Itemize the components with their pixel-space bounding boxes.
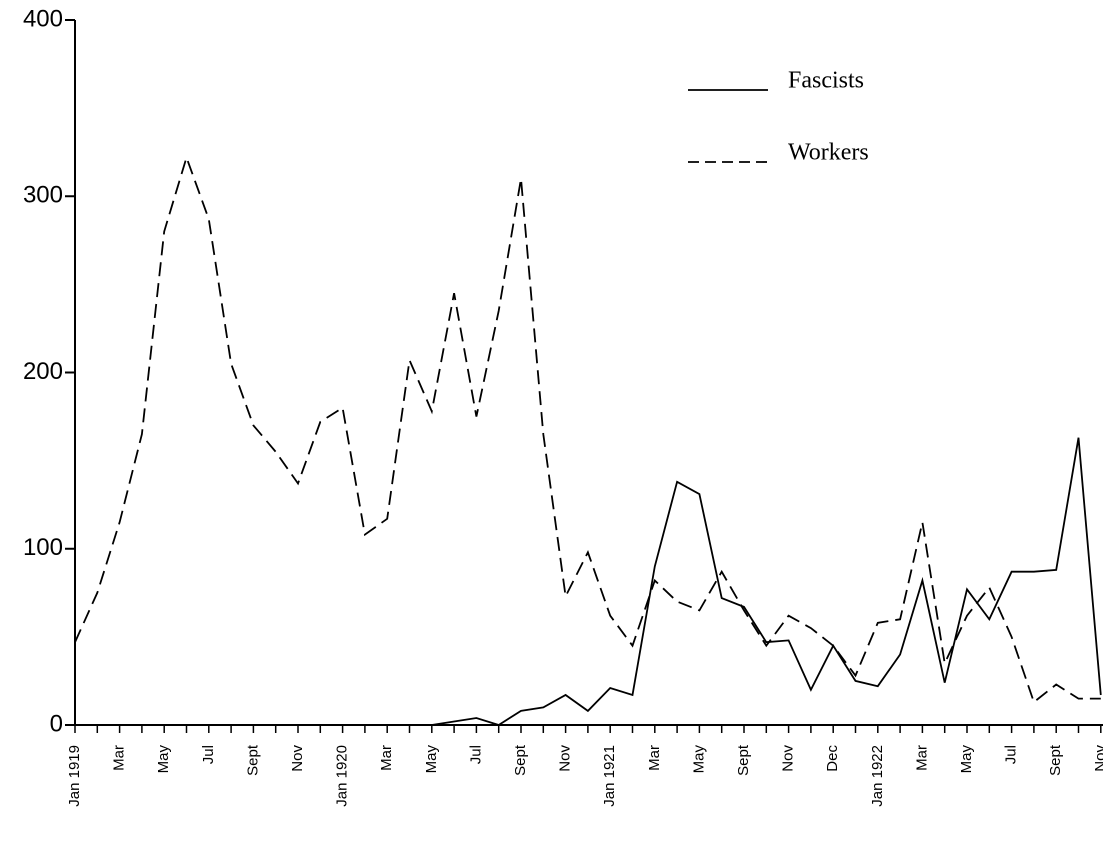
x-tick-label: Sept <box>1047 744 1064 776</box>
plot <box>74 154 1102 726</box>
x-tick-label: Jul <box>467 745 484 764</box>
y-tick-label: 300 <box>23 182 63 209</box>
x-tick-label: May <box>958 745 975 774</box>
x-tick-label: May <box>423 745 440 774</box>
x-tick-label: Nov <box>780 745 797 772</box>
y-tick-label: 400 <box>23 5 63 32</box>
x-tick-label: Sept <box>735 744 752 776</box>
x-tick-label: Jul <box>200 745 217 764</box>
x-tick-label: May <box>690 745 707 774</box>
y-tick-label: 100 <box>23 534 63 561</box>
x-tick-label: Sept <box>512 744 529 776</box>
y-tick-label: 0 <box>50 710 63 737</box>
x-tick-label: Jan 1920 <box>334 745 351 807</box>
x-tick-label: Jul <box>1003 745 1020 764</box>
legend-label: Fascists <box>788 68 864 94</box>
x-tick-label: Mar <box>378 745 395 771</box>
x-tick-label: Sept <box>244 744 261 776</box>
x-tick-label: Dec <box>824 745 841 772</box>
x-tick-label: Mar <box>111 745 128 771</box>
x-tick-label: Jan 1921 <box>601 745 618 807</box>
line-series <box>75 437 1102 726</box>
x-tick-label: Nov <box>289 745 306 772</box>
x-tick-label: Nov <box>1092 745 1103 772</box>
line-series <box>74 154 1101 704</box>
x-tick-label: May <box>155 745 172 774</box>
x-tick-label: Jan 1922 <box>869 745 886 807</box>
x-tick-label: Mar <box>646 745 663 771</box>
x-tick-label: Jan 1919 <box>66 745 83 807</box>
x-tick-label: Nov <box>557 745 574 772</box>
legend-label: Workers <box>788 140 869 166</box>
x-tick-label: Mar <box>913 745 930 771</box>
y-tick-label: 200 <box>23 358 63 385</box>
